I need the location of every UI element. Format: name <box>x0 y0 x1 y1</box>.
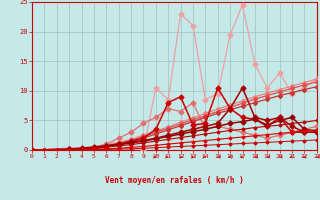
X-axis label: Vent moyen/en rafales ( km/h ): Vent moyen/en rafales ( km/h ) <box>105 176 244 185</box>
